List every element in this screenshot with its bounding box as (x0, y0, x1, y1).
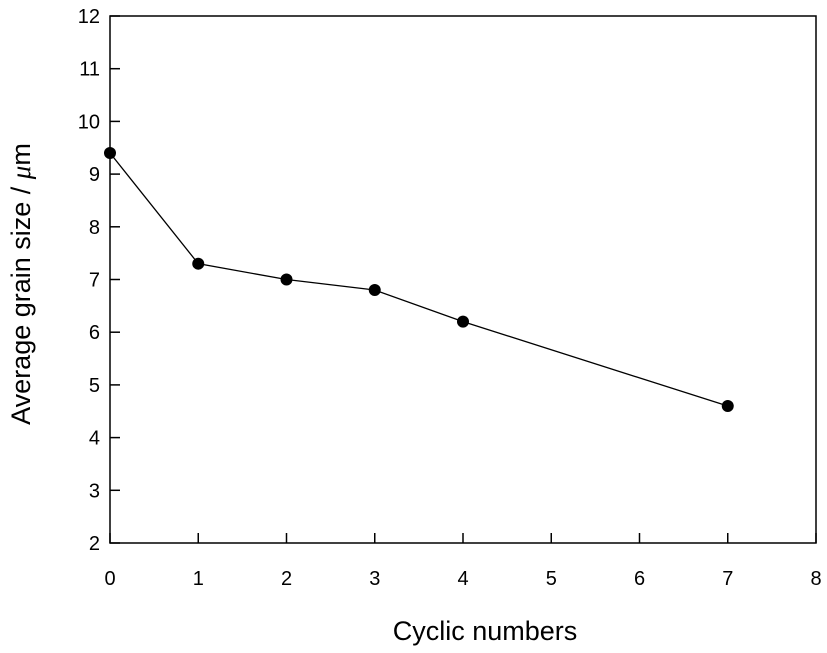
y-axis-ticks: 2 3 4 5 6 7 8 9 10 11 12 (78, 6, 120, 555)
y-tick-label: 4 (89, 428, 100, 450)
y-tick-label: 8 (89, 217, 100, 239)
y-axis-title-unit-rest: m (6, 143, 36, 166)
x-tick-label: 4 (457, 568, 468, 590)
y-tick-label: 6 (89, 322, 100, 344)
data-point (192, 257, 205, 270)
plot-area-border (109, 15, 817, 544)
x-axis-title: Cyclic numbers (393, 616, 578, 646)
data-point (457, 315, 469, 328)
y-tick-label: 3 (89, 480, 100, 502)
x-tick-label: 2 (281, 568, 292, 590)
data-point (104, 147, 116, 160)
y-tick-label: 11 (79, 59, 100, 81)
y-axis-title: Average grain size / μm (6, 143, 36, 425)
x-tick-label: 3 (369, 568, 380, 590)
x-tick-label: 6 (634, 568, 645, 590)
x-axis-ticks: 0 1 2 3 4 5 6 7 8 (104, 533, 822, 590)
x-tick-label: 0 (104, 568, 115, 590)
y-tick-label: 9 (89, 164, 100, 186)
x-tick-label: 1 (193, 568, 204, 590)
y-tick-label: 5 (89, 375, 100, 397)
y-axis-title-unit-greek: μ (6, 166, 36, 181)
plot-frame (109, 15, 817, 544)
y-tick-label: 2 (89, 533, 100, 555)
data-point (368, 284, 381, 297)
y-tick-label: 10 (78, 111, 100, 133)
y-tick-label: 7 (89, 270, 100, 292)
y-tick-label: 12 (78, 6, 100, 28)
x-tick-label: 8 (810, 568, 821, 590)
x-tick-label: 7 (722, 568, 733, 590)
data-point (721, 399, 734, 412)
series-line (109, 152, 728, 407)
y-axis-title-text: Average grain size / (6, 179, 36, 425)
series-layer (104, 147, 734, 412)
x-tick-label: 5 (546, 568, 557, 590)
data-point (280, 273, 293, 286)
